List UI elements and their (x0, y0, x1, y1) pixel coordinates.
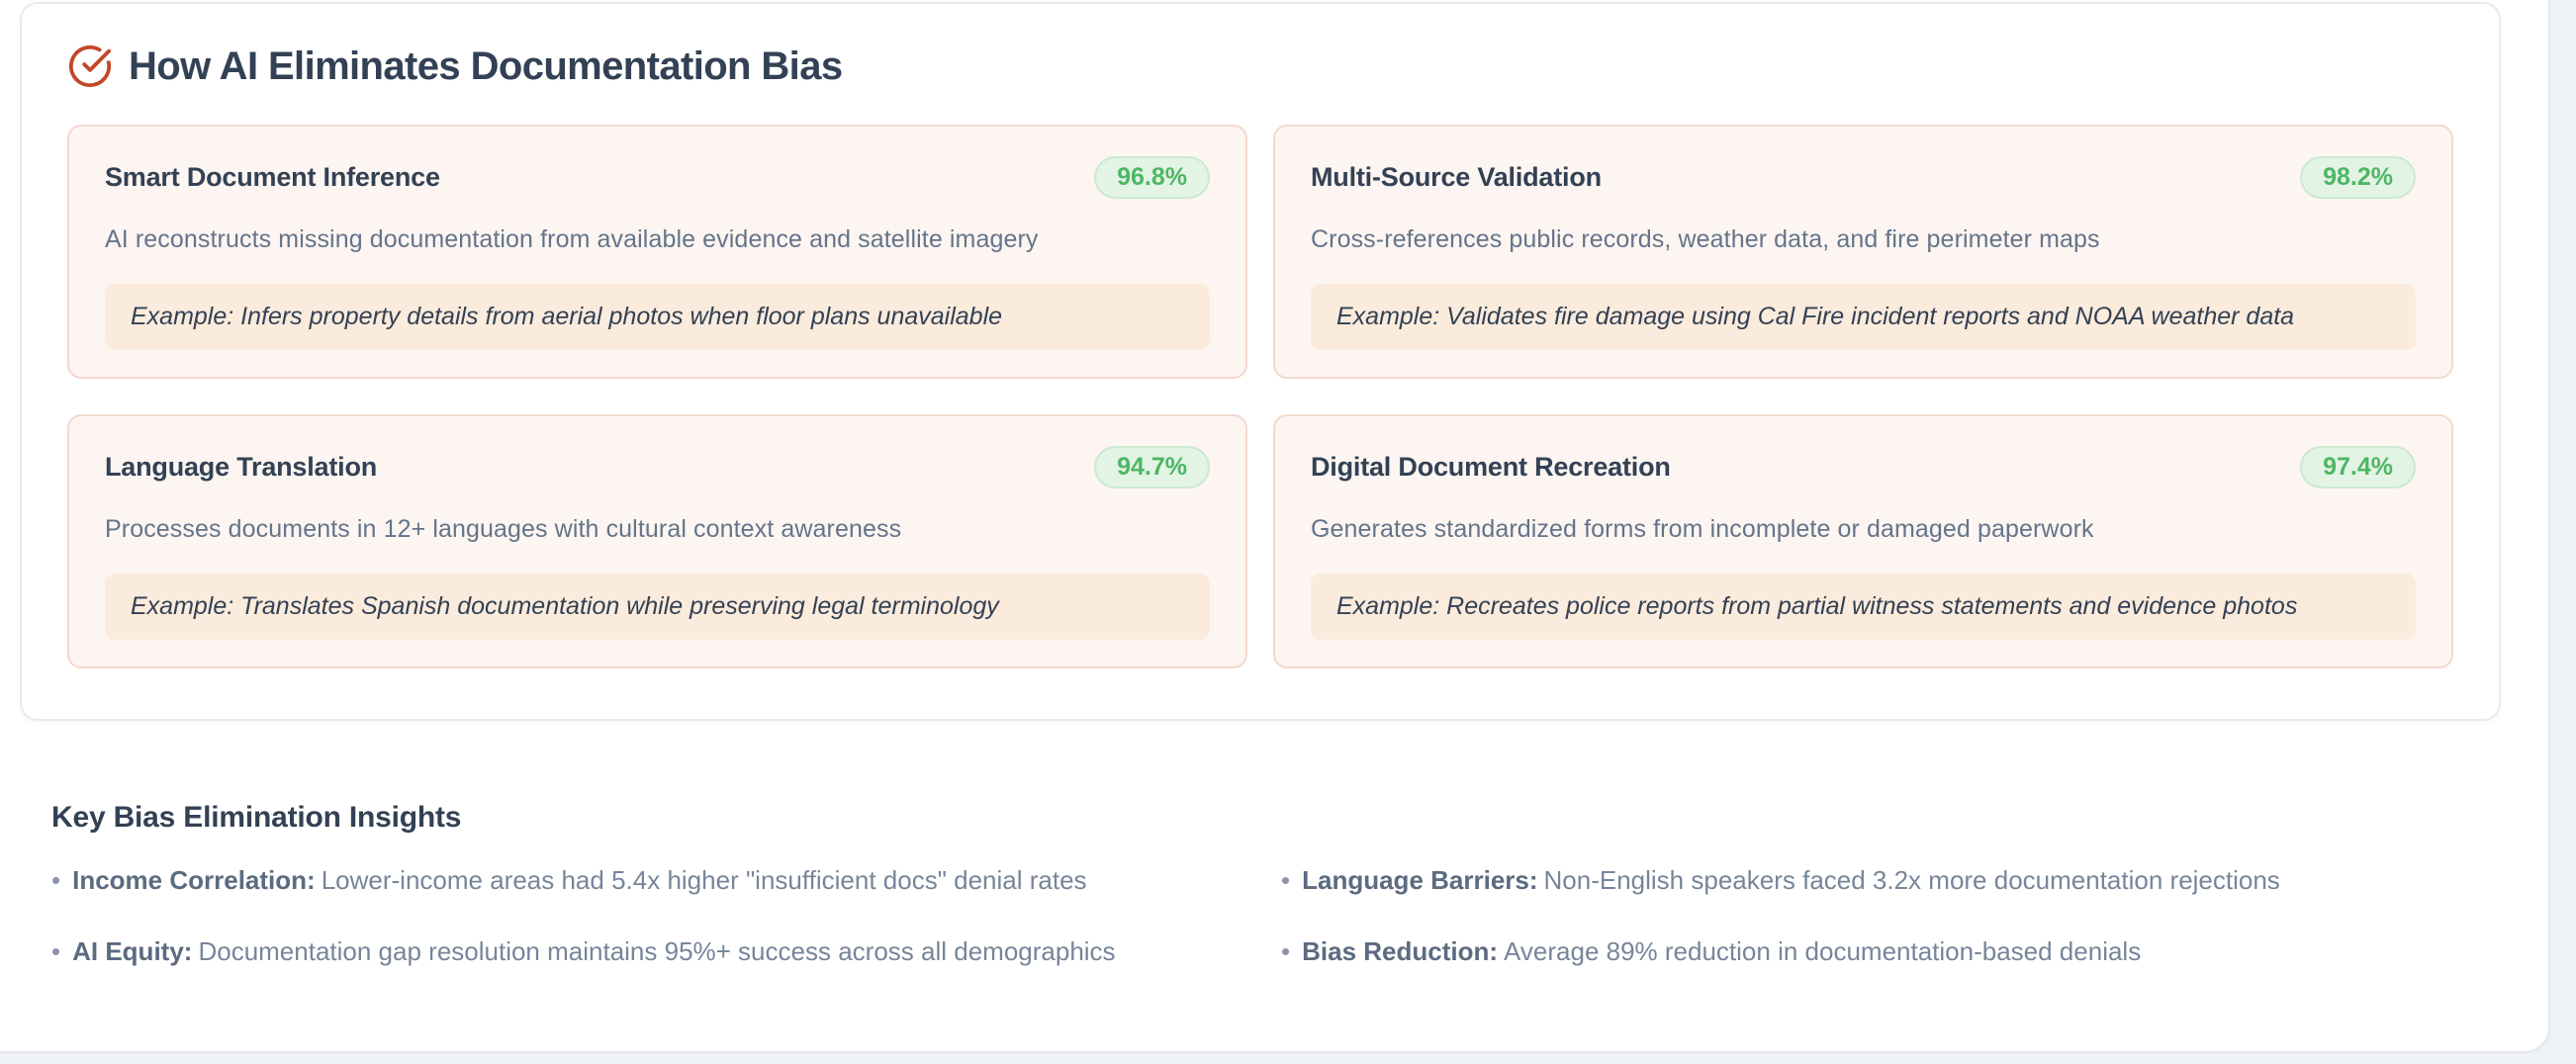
feature-card-digital-document-recreation: Digital Document Recreation 97.4% Genera… (1273, 414, 2453, 668)
card-description: Cross-references public records, weather… (1311, 225, 2100, 253)
insight-label: AI Equity: (72, 936, 193, 966)
key-insights-section: Key Bias Elimination Insights • Income Co… (51, 801, 2505, 967)
card-example: Example: Recreates police reports from p… (1311, 574, 2416, 640)
card-example: Example: Validates fire damage using Cal… (1311, 284, 2416, 350)
accuracy-badge: 94.7% (1094, 446, 1210, 488)
feature-card-language-translation: Language Translation 94.7% Processes doc… (67, 414, 1247, 668)
insights-grid: • Income Correlation: Lower-income areas h… (51, 864, 2505, 967)
ai-bias-section-card: How AI Eliminates Documentation Bias Sma… (20, 2, 2501, 721)
insight-text: Average 89% reduction in documentation-b… (1504, 936, 2142, 966)
section-header: How AI Eliminates Documentation Bias (67, 40, 2453, 93)
insight-text: Non-English speakers faced 3.2x more doc… (1543, 865, 2280, 895)
accuracy-badge: 97.4% (2300, 446, 2416, 488)
card-description: Processes documents in 12+ languages wit… (105, 515, 902, 543)
insight-language-barriers: • Language Barriers: Non-English speakers … (1281, 864, 2505, 896)
feature-cards-grid: Smart Document Inference 96.8% AI recons… (67, 125, 2453, 668)
insight-label: Income Correlation: (72, 865, 316, 895)
card-header: Multi-Source Validation 98.2% (1311, 156, 2416, 199)
content-panel: How AI Eliminates Documentation Bias Sma… (0, 0, 2550, 1053)
accuracy-badge: 98.2% (2300, 156, 2416, 199)
card-example: Example: Infers property details from ae… (105, 284, 1210, 350)
accuracy-badge: 96.8% (1094, 156, 1210, 199)
card-description: Generates standardized forms from incomp… (1311, 515, 2094, 543)
insight-label: Language Barriers: (1302, 865, 1538, 895)
feature-card-multi-source-validation: Multi-Source Validation 98.2% Cross-refe… (1273, 125, 2453, 379)
bullet-icon: • (51, 865, 61, 895)
card-description: AI reconstructs missing documentation fr… (105, 225, 1039, 253)
section-title: How AI Eliminates Documentation Bias (129, 44, 843, 88)
insight-bias-reduction: • Bias Reduction: Average 89% reduction in… (1281, 935, 2505, 967)
card-title: Language Translation (105, 452, 378, 482)
card-title: Multi-Source Validation (1311, 162, 1602, 192)
bullet-icon: • (1281, 865, 1291, 895)
insight-text: Lower-income areas had 5.4x higher "insu… (321, 865, 1087, 895)
bullet-icon: • (51, 936, 61, 966)
insight-income-correlation: • Income Correlation: Lower-income areas h… (51, 864, 1281, 896)
card-example: Example: Translates Spanish documentatio… (105, 574, 1210, 640)
card-title: Digital Document Recreation (1311, 452, 1671, 482)
insight-label: Bias Reduction: (1302, 936, 1499, 966)
card-header: Digital Document Recreation 97.4% (1311, 446, 2416, 488)
card-header: Language Translation 94.7% (105, 446, 1210, 488)
insight-text: Documentation gap resolution maintains 9… (198, 936, 1116, 966)
bullet-icon: • (1281, 936, 1291, 966)
insight-ai-equity: • AI Equity: Documentation gap resolution … (51, 935, 1281, 967)
feature-card-smart-document-inference: Smart Document Inference 96.8% AI recons… (67, 125, 1247, 379)
insights-heading: Key Bias Elimination Insights (51, 801, 462, 834)
card-header: Smart Document Inference 96.8% (105, 156, 1210, 199)
check-circle-icon (67, 44, 113, 89)
card-title: Smart Document Inference (105, 162, 440, 192)
